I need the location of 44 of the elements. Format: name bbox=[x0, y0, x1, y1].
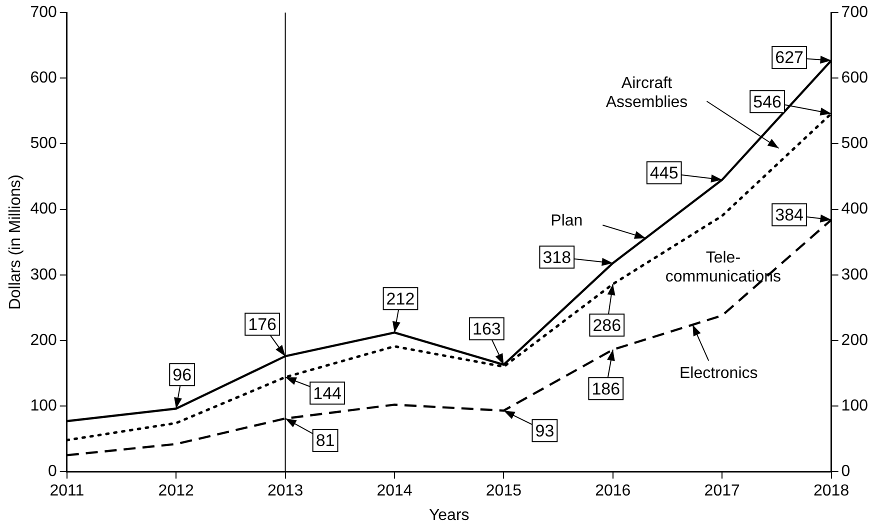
data-label: 93 bbox=[535, 421, 554, 440]
annotation: Electronics bbox=[679, 365, 758, 382]
annotation: Tele- communications bbox=[665, 250, 781, 286]
y-tick-label: 300 bbox=[30, 266, 57, 284]
x-tick-label: 2013 bbox=[268, 482, 304, 500]
y2-tick-label: 500 bbox=[841, 135, 868, 152]
y2-tick-label: 400 bbox=[841, 200, 868, 218]
data-label: 286 bbox=[592, 316, 622, 335]
y2-tick-label: 600 bbox=[841, 70, 868, 87]
data-label: 81 bbox=[316, 431, 335, 450]
y2-tick-label: 0 bbox=[841, 463, 850, 480]
data-label: 546 bbox=[753, 92, 782, 112]
x-tick-label: 2014 bbox=[376, 482, 412, 500]
y-tick-label: 500 bbox=[30, 135, 57, 152]
data-label: 186 bbox=[592, 379, 620, 398]
y2-tick-label: 300 bbox=[841, 266, 868, 284]
x-tick-label: 2016 bbox=[595, 482, 631, 500]
x-tick-label: 2012 bbox=[158, 482, 194, 500]
x-axis-title: Years bbox=[428, 506, 470, 524]
y-tick-label: 600 bbox=[30, 70, 57, 87]
data-label: 384 bbox=[775, 205, 804, 224]
y-tick-label: 700 bbox=[30, 4, 57, 22]
data-label: 318 bbox=[542, 248, 572, 267]
data-label: 445 bbox=[650, 163, 678, 182]
data-label: 627 bbox=[775, 48, 804, 68]
y-tick-label: 200 bbox=[30, 332, 57, 349]
data-label: 144 bbox=[313, 384, 342, 403]
y-tick-label: 400 bbox=[30, 200, 57, 218]
x-tick-label: 2011 bbox=[50, 482, 84, 500]
x-tick-label: 2018 bbox=[814, 482, 850, 500]
data-label: 212 bbox=[386, 289, 415, 308]
data-label: 176 bbox=[248, 314, 276, 334]
x-tick-label: 2015 bbox=[486, 482, 522, 500]
data-label: 163 bbox=[472, 319, 501, 338]
annotation: Aircraft Assemblies bbox=[606, 75, 688, 112]
y-tick-label: 100 bbox=[30, 397, 57, 414]
y-axis-title: Dollars (in Millions) bbox=[7, 174, 24, 310]
y2-tick-label: 100 bbox=[841, 397, 868, 414]
data-label: 96 bbox=[172, 365, 192, 384]
y-tick-label: 0 bbox=[48, 463, 57, 480]
x-tick-label: 2017 bbox=[704, 482, 740, 500]
y2-tick-label: 200 bbox=[841, 332, 868, 349]
y2-tick-label: 700 bbox=[841, 4, 868, 22]
annotation: Plan bbox=[550, 212, 583, 230]
